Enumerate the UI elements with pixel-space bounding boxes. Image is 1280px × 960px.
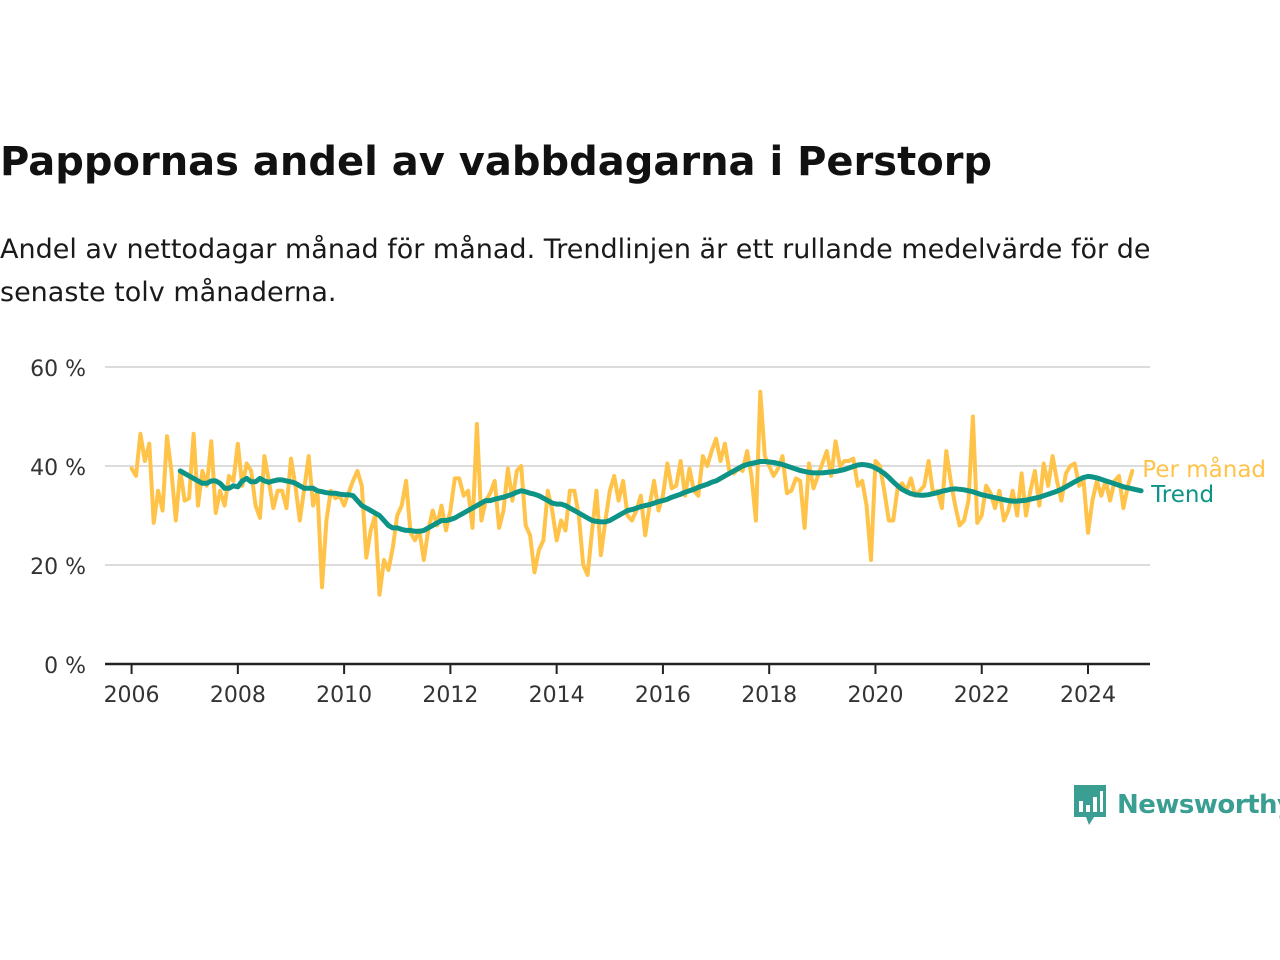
series-label-per-manad: Per månad [1142,455,1266,483]
y-tick-label: 0 % [44,654,86,679]
x-tick-label: 2006 [104,683,160,708]
newsworthy-logo[interactable]: Newsworthy [1072,783,1280,827]
chart-subtitle: Andel av nettodagar månad för månad. Tre… [0,234,1151,308]
series-line-per-manad [129,389,1135,597]
logo-bar-4 [1100,791,1103,812]
x-tick-label: 2010 [316,683,372,708]
brand-name: Newsworthy [1117,790,1280,820]
x-axis: 2006 2008 2010 2012 2014 2016 2018 2020 2022 2024 [104,662,1150,708]
chart-title: Pappornas andel av vabbdagarna i Perstor… [0,139,993,185]
x-tick-label: 2018 [741,683,797,708]
series-lines [129,389,1144,597]
series-label-trend: Trend [1150,482,1214,508]
x-tick-label: 2020 [847,683,903,708]
series-line-trend [177,459,1144,534]
line-chart: 0 % 20 % 40 % 60 % 2006 2008 2010 2012 2014 2016… [30,357,1266,708]
y-axis: 0 % 20 % 40 % 60 % [30,357,86,679]
logo-bar-2 [1086,805,1090,812]
y-tick-label: 60 % [30,357,86,382]
logo-bar-3 [1093,797,1097,812]
x-tick-label: 2008 [210,683,266,708]
y-tick-label: 40 % [30,456,86,481]
logo-bar-1 [1079,801,1083,812]
x-tick-label: 2012 [422,683,478,708]
x-tick-label: 2024 [1060,683,1116,708]
x-tick-label: 2022 [954,683,1010,708]
x-tick-label: 2014 [529,683,585,708]
x-tick-label: 2016 [635,683,691,708]
y-tick-label: 20 % [30,555,86,580]
newsworthy-bar-chart-icon [1074,785,1106,825]
